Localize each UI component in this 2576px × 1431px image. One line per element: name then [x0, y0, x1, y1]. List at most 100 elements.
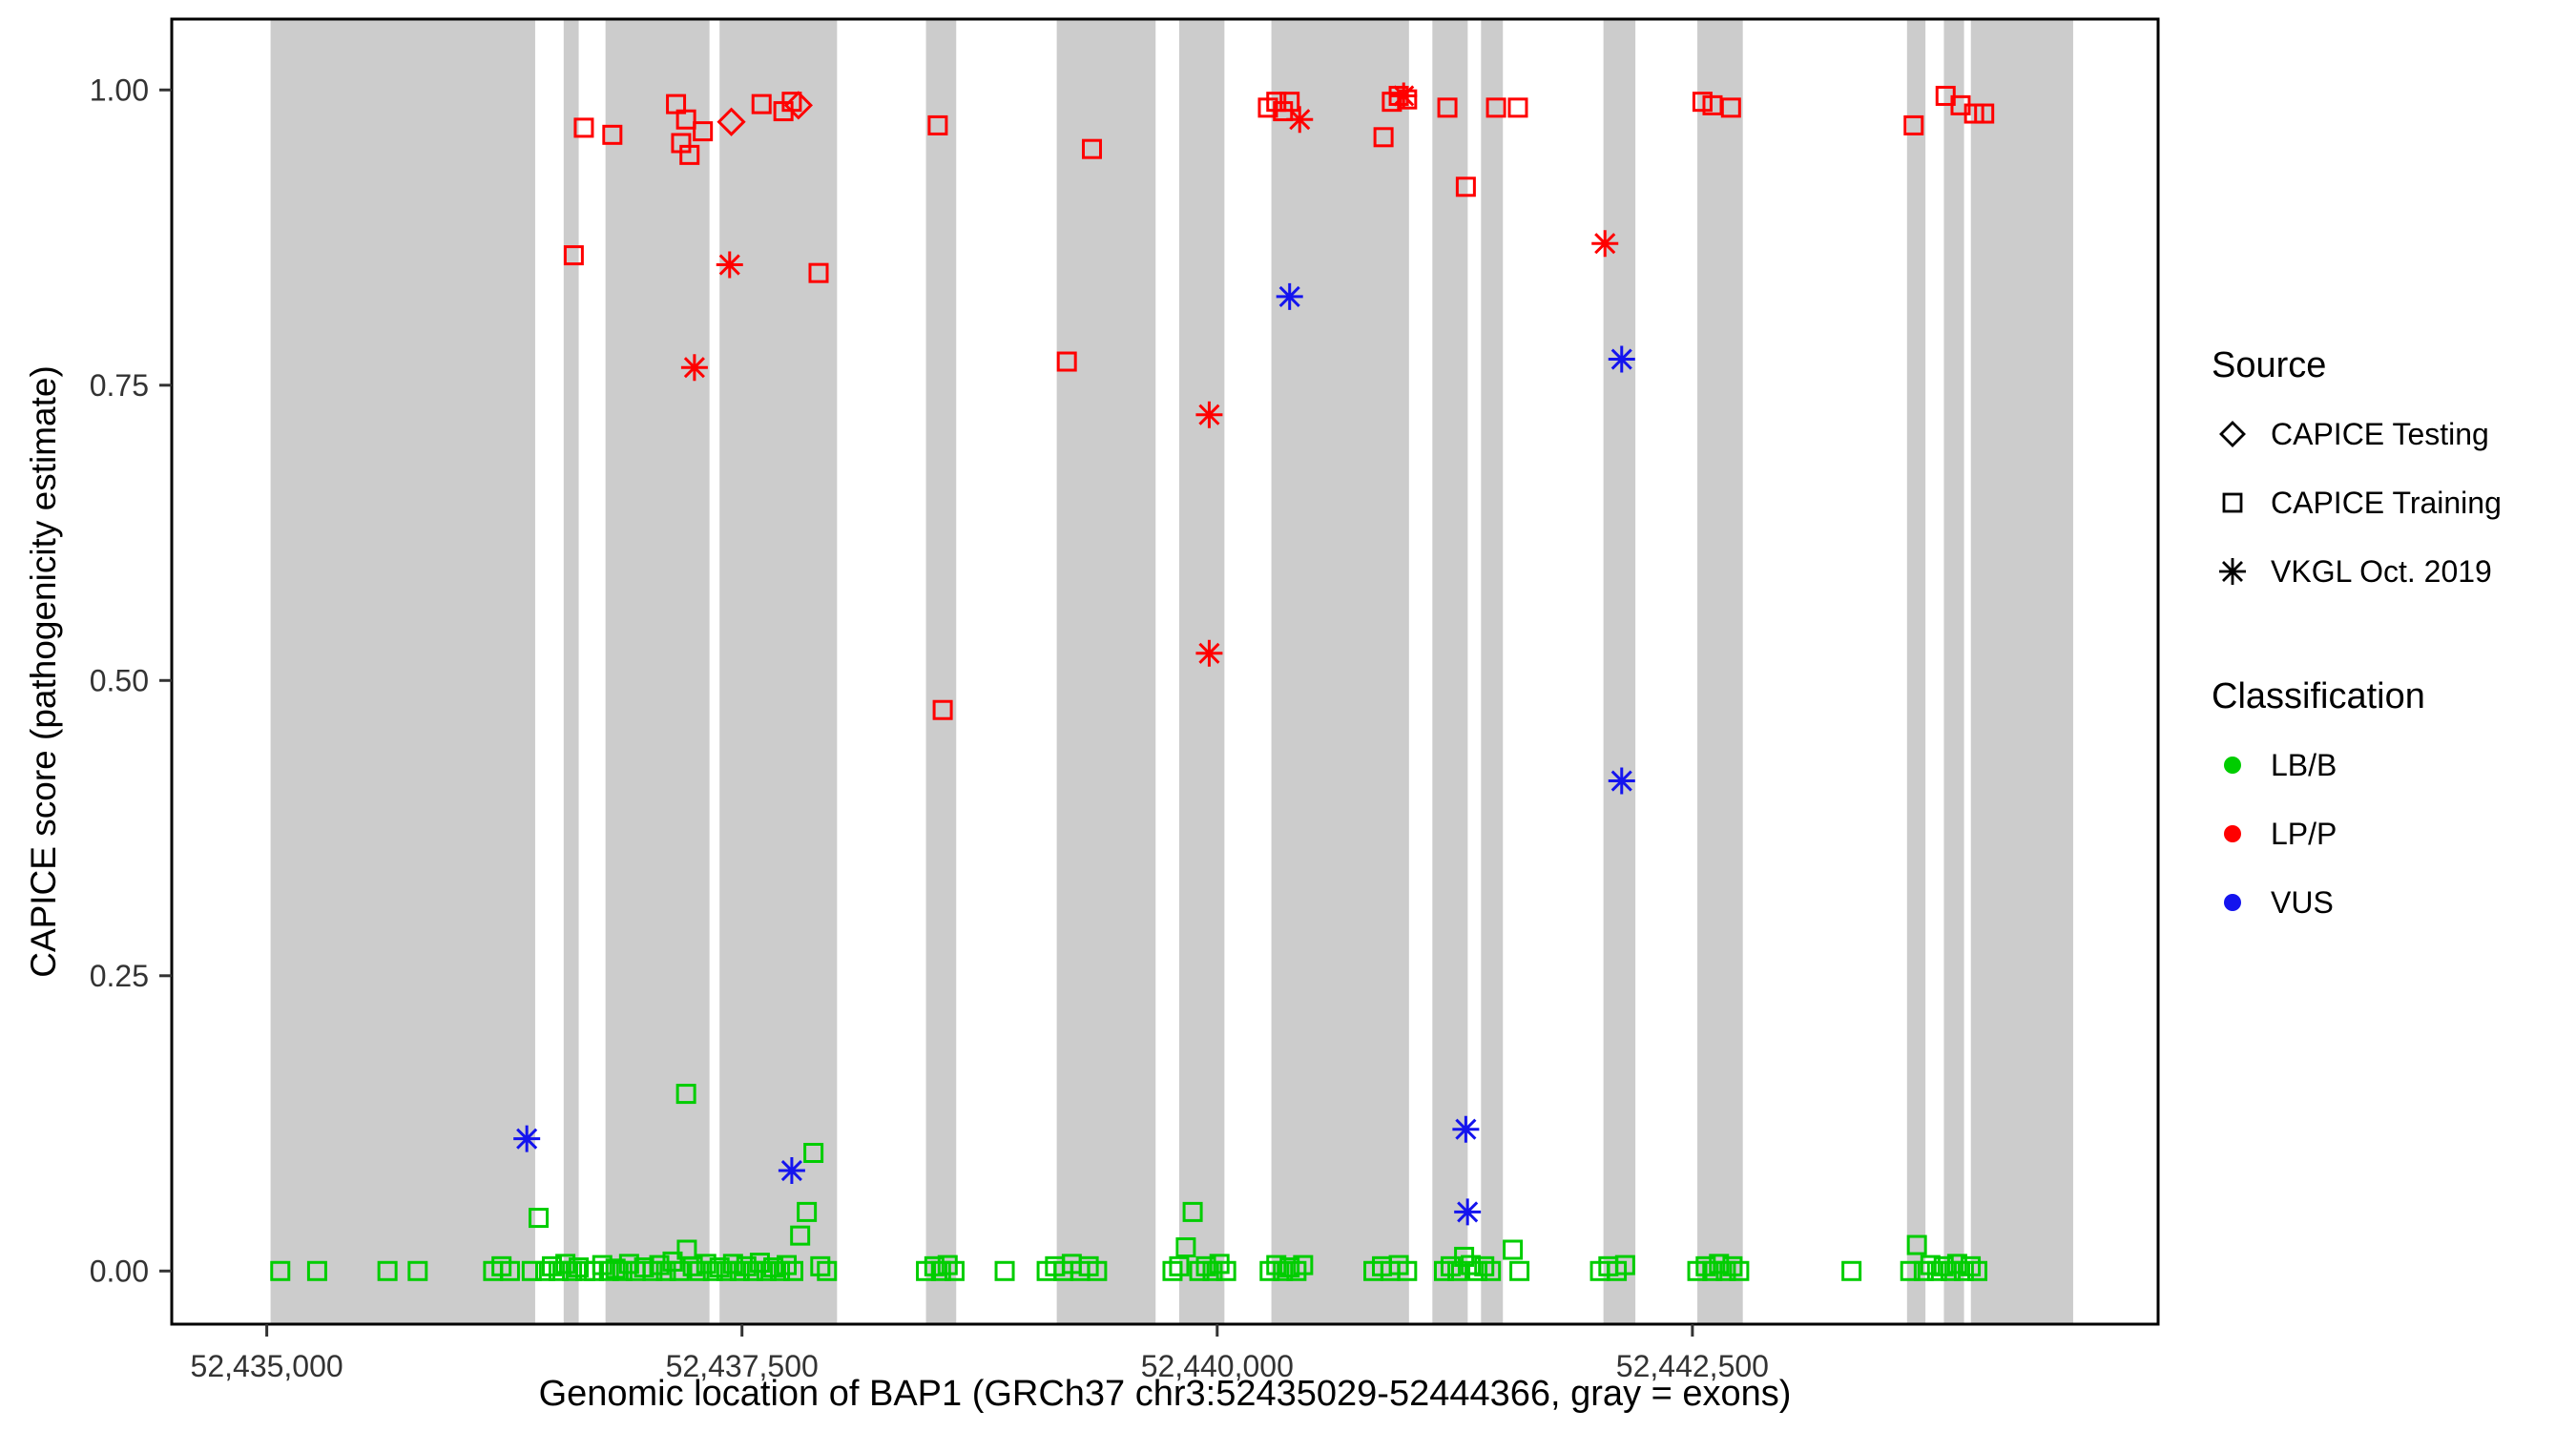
data-point-square — [927, 114, 948, 135]
data-point-square — [1455, 176, 1476, 197]
x-tick-label: 52,435,000 — [191, 1349, 343, 1383]
data-point-square — [1437, 97, 1458, 118]
lbb-dot-icon — [2224, 757, 2241, 774]
data-point-square — [1081, 138, 1102, 159]
data-point-square — [612, 1260, 633, 1281]
data-point-square — [529, 1208, 550, 1229]
data-point-asterisk — [1195, 639, 1223, 667]
data-point-square — [709, 1257, 730, 1278]
data-point-square — [1715, 1260, 1736, 1281]
data-point-square — [1273, 1260, 1294, 1281]
data-point-square — [770, 1260, 791, 1281]
data-point-square — [810, 1255, 831, 1276]
data-point-square — [1940, 1260, 1961, 1281]
exon-band — [1178, 19, 1225, 1324]
x-tick-label: 52,440,000 — [1141, 1349, 1294, 1383]
exon-band — [605, 19, 710, 1324]
data-point-square — [1709, 1254, 1730, 1275]
data-point-square — [499, 1260, 520, 1281]
y-tick-label: 0.00 — [90, 1254, 149, 1288]
data-point-square — [782, 1260, 803, 1281]
x-tick-label: 52,442,500 — [1616, 1349, 1769, 1383]
data-point-square — [618, 1254, 639, 1275]
data-point-asterisk — [1286, 106, 1314, 134]
data-point-square — [598, 1260, 619, 1281]
data-point-square — [1702, 1260, 1723, 1281]
data-point-square — [1841, 1260, 1862, 1281]
data-point-square — [377, 1260, 398, 1281]
asterisk-icon — [2219, 558, 2246, 585]
data-point-square — [669, 1260, 690, 1281]
legend-source-title: Source — [2212, 345, 2327, 385]
data-point-square — [930, 1260, 951, 1281]
data-point-square — [790, 1225, 811, 1246]
vus-dot-icon — [2224, 894, 2241, 911]
data-point-square — [1169, 1255, 1190, 1276]
data-point-square — [555, 1254, 576, 1275]
data-point-square — [1503, 1239, 1524, 1260]
data-point-square — [605, 1258, 626, 1279]
data-point-square — [1447, 1260, 1468, 1281]
data-point-square — [1974, 103, 1995, 124]
data-point-asterisk — [680, 354, 708, 382]
data-point-square — [722, 1254, 743, 1275]
legend-item-vus: VUS — [2212, 868, 2502, 937]
exon-band — [925, 19, 957, 1324]
panel-border — [170, 17, 2160, 1326]
data-point-square — [563, 245, 584, 266]
y-tick-label: 1.00 — [90, 73, 149, 107]
data-point-square — [573, 117, 594, 138]
legend-item-capice-training: CAPICE Training — [2212, 468, 2502, 537]
exon-band — [1906, 19, 1926, 1324]
square-icon — [2222, 492, 2243, 513]
data-point-square — [562, 1260, 583, 1281]
data-point-square — [1209, 1254, 1230, 1275]
data-point-asterisk — [1390, 82, 1418, 110]
data-point-square — [1087, 1260, 1108, 1281]
data-point-square — [808, 262, 829, 283]
data-point-square — [1189, 1260, 1210, 1281]
data-point-square — [1946, 1254, 1967, 1275]
data-point-asterisk — [778, 1157, 805, 1185]
exon-band — [719, 19, 838, 1324]
exon-band — [1271, 19, 1409, 1324]
y-tick-label: 0.25 — [90, 959, 149, 993]
legend-item-label: CAPICE Training — [2271, 485, 2502, 520]
data-point-asterisk — [1608, 767, 1635, 795]
data-point-square — [1913, 1260, 1934, 1281]
data-point-square — [1175, 1237, 1196, 1258]
data-point-square — [763, 1257, 784, 1278]
data-point-square — [675, 109, 696, 130]
data-point-square — [407, 1260, 428, 1281]
data-point-square — [1433, 1260, 1454, 1281]
data-point-square — [521, 1260, 542, 1281]
data-point-square — [1182, 1201, 1203, 1222]
data-point-square — [1920, 1255, 1941, 1275]
data-point-square — [1729, 1260, 1750, 1281]
legend-classification-title: Classification — [2212, 676, 2425, 716]
legend-item-label: VKGL Oct. 2019 — [2271, 553, 2492, 589]
data-point-square — [592, 1255, 613, 1275]
data-point-square — [1481, 1260, 1502, 1281]
exon-band — [1943, 19, 1964, 1324]
data-point-square — [994, 1260, 1015, 1281]
exon-band — [1056, 19, 1156, 1324]
legend-item-capice-testing: CAPICE Testing — [2212, 400, 2502, 468]
lpp-dot-icon — [2224, 825, 2241, 842]
data-point-square — [937, 1255, 958, 1275]
data-point-square — [1614, 1255, 1635, 1275]
data-point-square — [924, 1255, 945, 1276]
data-point-square — [1056, 351, 1077, 372]
data-point-square — [729, 1260, 750, 1281]
y-tick-label: 0.50 — [90, 663, 149, 697]
data-point-square — [1195, 1255, 1216, 1276]
data-point-square — [1467, 1260, 1488, 1281]
legend-item-lbb: LB/B — [2212, 731, 2502, 799]
exon-band — [270, 19, 535, 1324]
data-point-square — [1202, 1260, 1223, 1281]
data-point-square — [817, 1260, 838, 1281]
exon-band — [1481, 19, 1504, 1324]
data-point-square — [306, 1260, 327, 1281]
